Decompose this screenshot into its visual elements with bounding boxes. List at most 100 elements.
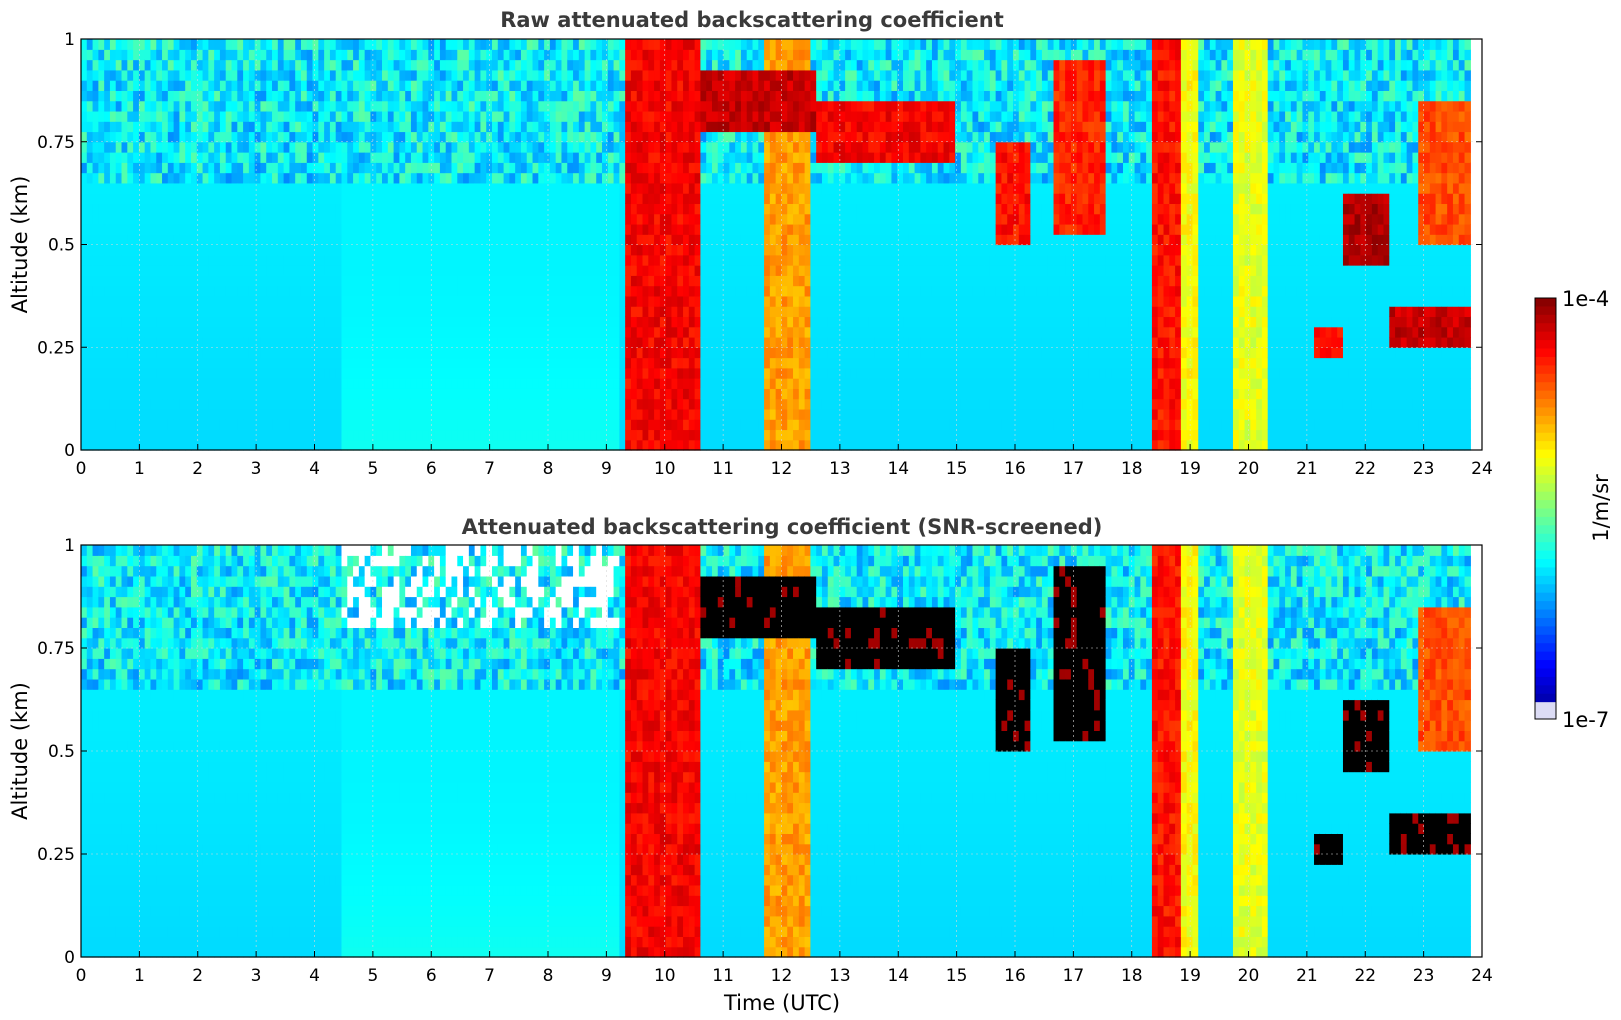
heatmap-cell — [659, 367, 667, 379]
heatmap-cell — [659, 110, 667, 122]
heatmap-cell — [688, 131, 696, 143]
heatmap-cell — [324, 316, 331, 328]
heatmap-cell — [764, 439, 771, 451]
heatmap-cell — [179, 193, 186, 205]
heatmap-cell — [214, 439, 221, 451]
heatmap-cell — [335, 152, 343, 163]
heatmap-cell — [636, 90, 644, 102]
heatmap-cell — [260, 336, 267, 348]
heatmap-cell — [665, 141, 673, 153]
heatmap-cell — [625, 388, 632, 400]
heatmap-cell — [272, 336, 279, 348]
heatmap-cell — [300, 265, 308, 276]
heatmap-cell — [121, 152, 128, 163]
heatmap-cell — [341, 419, 348, 431]
heatmap-cell — [497, 244, 505, 256]
heatmap-cell — [225, 408, 233, 420]
heatmap-cell — [549, 59, 557, 71]
heatmap-cell — [190, 172, 198, 184]
heatmap-cell — [324, 203, 331, 215]
heatmap-cell — [590, 213, 597, 225]
heatmap-cell — [434, 275, 441, 287]
heatmap-cell — [358, 193, 366, 205]
heatmap-cell — [376, 326, 383, 338]
heatmap-cell — [98, 234, 105, 246]
heatmap-cell — [578, 49, 586, 61]
heatmap-cell — [746, 121, 754, 133]
heatmap-cell — [613, 326, 620, 338]
heatmap-cell — [752, 347, 759, 359]
heatmap-cell — [740, 223, 748, 235]
heatmap-cell — [602, 162, 609, 174]
heatmap-cell — [92, 182, 99, 194]
heatmap-cell — [694, 398, 702, 410]
heatmap-cell — [798, 244, 806, 256]
heatmap-cell — [248, 223, 256, 235]
heatmap-cell — [544, 429, 551, 441]
heatmap-cell — [694, 110, 702, 122]
heatmap-cell — [677, 347, 684, 359]
heatmap-cell — [434, 285, 441, 297]
heatmap-cell — [98, 100, 105, 112]
heatmap-cell — [300, 316, 308, 328]
heatmap-cell — [544, 398, 551, 410]
heatmap-cell — [312, 306, 319, 318]
heatmap-cell — [544, 80, 551, 91]
heatmap-cell — [341, 223, 348, 235]
heatmap-cell — [405, 347, 412, 359]
heatmap-cell — [700, 110, 707, 122]
heatmap-cell — [202, 69, 209, 81]
heatmap-cell — [642, 203, 649, 215]
heatmap-cell — [648, 100, 655, 112]
heatmap-cell — [196, 378, 204, 389]
heatmap-cell — [625, 131, 632, 143]
heatmap-cell — [196, 131, 204, 143]
heatmap-cell — [596, 336, 603, 348]
heatmap-cell — [329, 265, 337, 276]
heatmap-cell — [706, 131, 713, 143]
heatmap-cell — [549, 408, 557, 420]
heatmap-cell — [758, 254, 765, 266]
heatmap-cell — [630, 172, 638, 184]
heatmap-cell — [492, 162, 499, 174]
heatmap-cell — [382, 193, 389, 205]
heatmap-cell — [625, 80, 632, 91]
heatmap-cell — [793, 378, 800, 389]
heatmap-cell — [474, 110, 482, 122]
heatmap-cell — [329, 285, 337, 297]
heatmap-cell — [138, 152, 146, 163]
heatmap-cell — [688, 326, 696, 338]
heatmap-cell — [492, 69, 499, 81]
heatmap-cell — [318, 347, 325, 359]
heatmap-cell — [295, 398, 302, 410]
heatmap-cell — [764, 265, 771, 276]
heatmap-cell — [237, 162, 244, 174]
heatmap-cell — [602, 234, 609, 246]
heatmap-cell — [300, 100, 308, 112]
heatmap-cell — [208, 172, 215, 184]
heatmap-cell — [740, 172, 748, 184]
heatmap-cell — [798, 193, 806, 205]
heatmap-cell — [318, 429, 325, 441]
heatmap-cell — [115, 110, 123, 122]
heatmap-cell — [764, 306, 771, 318]
heatmap-cell — [752, 419, 759, 431]
heatmap-cell — [92, 162, 99, 174]
heatmap-cell — [248, 69, 256, 81]
heatmap-cell — [370, 347, 377, 359]
heatmap-cell — [416, 347, 424, 359]
heatmap-cell — [162, 39, 169, 50]
heatmap-cell — [260, 439, 267, 451]
heatmap-cell — [341, 100, 348, 112]
heatmap-cell — [121, 275, 128, 287]
heatmap-cell — [619, 39, 626, 50]
heatmap-cell — [538, 100, 545, 112]
heatmap-cell — [300, 408, 308, 420]
heatmap-cell — [746, 265, 754, 276]
heatmap-cell — [711, 39, 719, 50]
heatmap-cell — [711, 408, 719, 420]
heatmap-cell — [219, 90, 227, 102]
heatmap-cell — [243, 234, 250, 246]
heatmap-cell — [237, 306, 244, 318]
heatmap-cell — [318, 59, 325, 71]
